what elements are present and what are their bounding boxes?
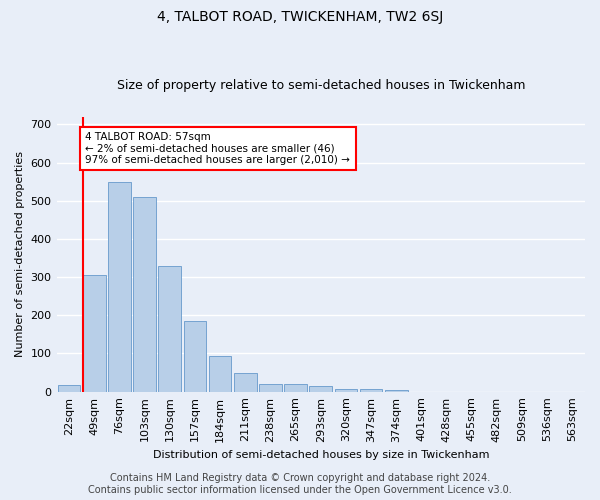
Bar [58, 385, 80, 392]
Bar [108, 182, 131, 392]
Bar [158, 266, 181, 392]
Bar [209, 356, 232, 392]
Bar [385, 390, 407, 392]
Bar [83, 275, 106, 392]
Bar [310, 386, 332, 392]
Bar [335, 388, 357, 392]
Bar [133, 197, 156, 392]
Bar [184, 321, 206, 392]
Bar [360, 388, 382, 392]
Bar [259, 384, 282, 392]
Text: 4, TALBOT ROAD, TWICKENHAM, TW2 6SJ: 4, TALBOT ROAD, TWICKENHAM, TW2 6SJ [157, 10, 443, 24]
Title: Size of property relative to semi-detached houses in Twickenham: Size of property relative to semi-detach… [116, 79, 525, 92]
Bar [234, 374, 257, 392]
X-axis label: Distribution of semi-detached houses by size in Twickenham: Distribution of semi-detached houses by … [152, 450, 489, 460]
Text: 4 TALBOT ROAD: 57sqm
← 2% of semi-detached houses are smaller (46)
97% of semi-d: 4 TALBOT ROAD: 57sqm ← 2% of semi-detach… [85, 132, 350, 166]
Y-axis label: Number of semi-detached properties: Number of semi-detached properties [15, 151, 25, 357]
Text: Contains HM Land Registry data © Crown copyright and database right 2024.
Contai: Contains HM Land Registry data © Crown c… [88, 474, 512, 495]
Bar [284, 384, 307, 392]
